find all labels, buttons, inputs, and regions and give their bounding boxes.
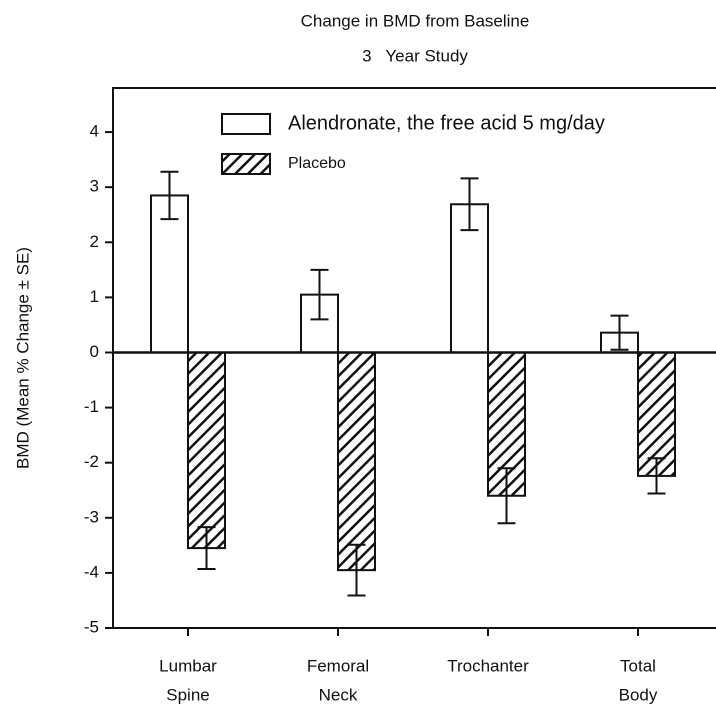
chart-subtitle: 3 Year Study (362, 46, 468, 65)
x-tick-label: Trochanter (447, 656, 529, 675)
x-tick-label: Spine (166, 685, 209, 704)
x-tick-label: Neck (319, 685, 358, 704)
legend-label: Alendronate, the free acid 5 mg/day (288, 112, 605, 134)
legend-swatch (221, 153, 271, 175)
error-bar (310, 268, 329, 321)
x-tick-label: Lumbar (159, 656, 217, 675)
error-bar (160, 170, 179, 221)
bar (337, 351, 376, 572)
bar (150, 194, 189, 354)
y-tick-label: -2 (84, 452, 99, 471)
error-bar (197, 526, 216, 571)
legend-swatch (221, 113, 271, 135)
error-bar (610, 314, 629, 351)
x-tick-label: Total (620, 656, 656, 675)
chart-title: Change in BMD from Baseline (301, 11, 530, 30)
y-tick-label: -1 (84, 397, 99, 416)
y-tick-label: 0 (90, 342, 99, 361)
legend-label: Placebo (288, 155, 346, 172)
x-tick-label: Body (619, 685, 658, 704)
axis-frame (112, 87, 716, 629)
error-bar (460, 177, 479, 232)
y-tick-label: 3 (90, 177, 99, 196)
y-tick-label: -5 (84, 617, 99, 636)
y-axis-label: BMD (Mean % Change ± SE) (13, 247, 32, 469)
y-tick-label: 2 (90, 232, 99, 251)
y-tick-label: -4 (84, 562, 99, 581)
bar (187, 351, 226, 550)
error-bar (647, 457, 666, 495)
error-bar (347, 543, 366, 597)
y-tick-label: 4 (90, 122, 99, 141)
y-tick-label: 1 (90, 287, 99, 306)
x-tick-label: Femoral (307, 656, 369, 675)
y-tick-label: -3 (84, 507, 99, 526)
error-bar (497, 467, 516, 525)
